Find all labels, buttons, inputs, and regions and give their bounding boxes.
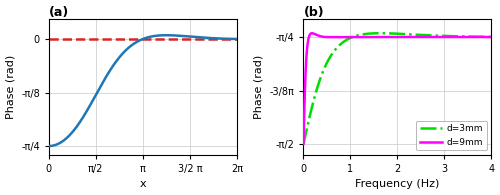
Y-axis label: Phase (rad): Phase (rad) bbox=[254, 55, 264, 119]
d=3mm bbox=[413, 34, 419, 36]
d=9mm bbox=[334, 36, 340, 38]
d=3mm bbox=[455, 35, 461, 37]
d=9mm bbox=[440, 36, 446, 38]
d=3mm bbox=[422, 34, 428, 36]
d=9mm bbox=[488, 36, 494, 38]
d=3mm bbox=[300, 143, 306, 145]
Text: (b): (b) bbox=[304, 5, 324, 19]
d=3mm bbox=[378, 32, 384, 34]
d=3mm bbox=[334, 46, 340, 48]
d=9mm bbox=[413, 36, 419, 38]
Text: (a): (a) bbox=[49, 5, 69, 19]
Legend: d=3mm, d=9mm: d=3mm, d=9mm bbox=[416, 121, 487, 150]
Line: d=3mm: d=3mm bbox=[304, 33, 492, 144]
d=9mm bbox=[455, 36, 461, 38]
X-axis label: Frequency (Hz): Frequency (Hz) bbox=[355, 179, 440, 190]
d=9mm bbox=[422, 36, 428, 38]
Y-axis label: Phase (rad): Phase (rad) bbox=[6, 55, 16, 119]
X-axis label: x: x bbox=[140, 179, 146, 190]
d=9mm bbox=[372, 36, 378, 38]
d=9mm bbox=[300, 143, 306, 145]
d=3mm bbox=[440, 35, 446, 37]
d=3mm bbox=[372, 32, 378, 35]
d=3mm bbox=[488, 36, 494, 38]
Line: d=9mm: d=9mm bbox=[304, 33, 492, 144]
d=9mm bbox=[309, 32, 315, 34]
